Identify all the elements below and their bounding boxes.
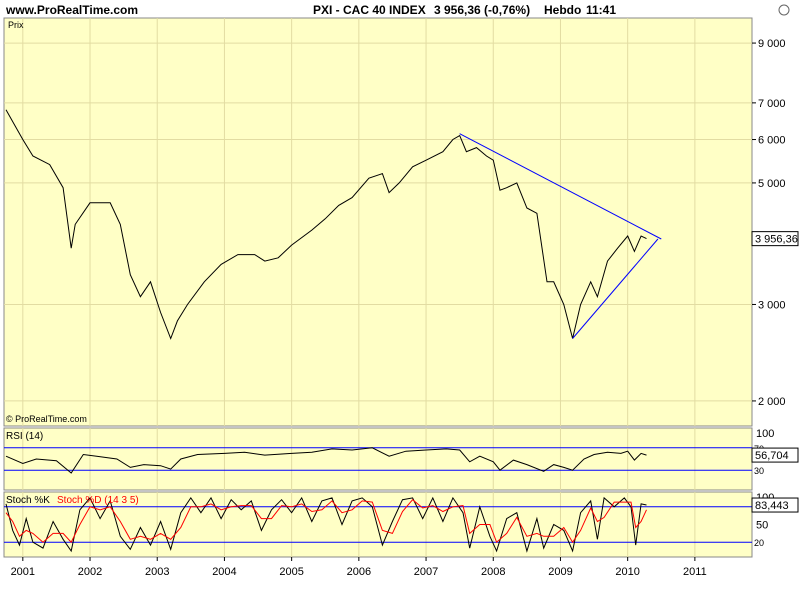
y-tick-label: 5 000 (758, 178, 786, 190)
watermark: © ProRealTime.com (6, 414, 87, 424)
time-label: 11:41 (586, 3, 616, 17)
rsi-panel-label: RSI (14) (6, 431, 43, 442)
stoch-d-line (5, 499, 647, 544)
y-tick-label: 3 000 (758, 299, 786, 311)
price-line (5, 109, 647, 340)
x-tick-label: 2001 (11, 566, 35, 578)
stoch-panel: 80201005083,443 Stoch %K Stoch %D (14 3 … (3, 491, 799, 558)
price-series (5, 109, 662, 340)
x-tick-label: 2002 (78, 566, 102, 578)
rsi-axis: 703010056,704 (751, 428, 799, 476)
top-label: 100 (756, 428, 774, 440)
mid-label: 50 (756, 520, 768, 532)
instrument-title: PXI - CAC 40 INDEX (313, 3, 426, 17)
trendline (572, 238, 659, 339)
stoch-k-label: Stoch %K (6, 495, 50, 506)
period-label: Hebdo (544, 3, 581, 17)
stoch-series (5, 496, 647, 553)
last-value-box (751, 497, 799, 513)
x-tick-label: 2006 (347, 566, 371, 578)
y-tick-label: 2 000 (758, 396, 786, 408)
x-tick-label: 2007 (414, 566, 438, 578)
last-value-box (751, 447, 799, 463)
price-grid (4, 18, 752, 426)
price-axis: 9 000 7 000 6 000 5 000 3 000 2 000 3 956,36 (751, 38, 799, 408)
y-tick-label: 6 000 (758, 135, 786, 147)
rsi-grid (4, 428, 752, 490)
y-tick-label: 9 000 (758, 38, 786, 50)
x-tick-label: 2004 (212, 566, 236, 578)
x-tick-label: 2010 (615, 566, 639, 578)
rsi-series (5, 447, 647, 474)
x-tick-label: 2003 (145, 566, 169, 578)
x-axis: 2001 2002 2003 2004 2005 2006 2007 2008 2009 2010… (11, 557, 707, 578)
refresh-icon[interactable] (778, 4, 790, 16)
stoch-k-line (5, 496, 647, 553)
x-tick-label: 2011 (683, 566, 707, 578)
price-panel-label: Prix (8, 20, 24, 30)
site-label: www.ProRealTime.com (5, 3, 138, 17)
last-value-label: 3 956,36 (755, 234, 798, 246)
stoch-axis: 80201005083,443 (751, 492, 799, 548)
price-panel: 9 000 7 000 6 000 5 000 3 000 2 000 3 956,36 P… (3, 17, 799, 427)
price-panel-background (3, 17, 753, 427)
x-tick-label: 2009 (548, 566, 572, 578)
level-label: 20 (754, 538, 764, 548)
rsi-line (5, 447, 647, 474)
x-tick-label: 2005 (279, 566, 303, 578)
last-value-label: 83,443 (755, 500, 789, 512)
level-label: 30 (754, 466, 764, 476)
stoch-d-label: Stoch %D (14 3 5) (57, 495, 139, 506)
last-value-label: 56,704 (755, 450, 789, 462)
y-tick-label: 7 000 (758, 98, 786, 110)
quote-value: 3 956,36 (-0,76%) (434, 3, 530, 17)
last-value-box (751, 231, 799, 247)
rsi-panel: 703010056,704 RSI (14) (3, 427, 799, 491)
trendline (459, 133, 662, 240)
x-tick-label: 2008 (481, 566, 505, 578)
